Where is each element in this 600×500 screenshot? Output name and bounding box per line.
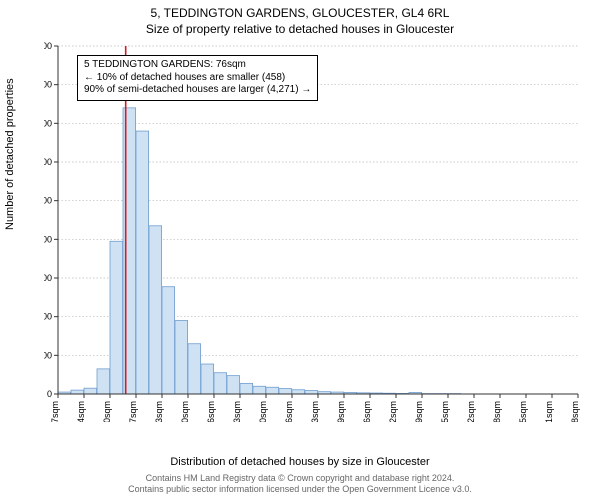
annotation-line1: 5 TEDDINGTON GARDENS: 76sqm [84, 59, 311, 72]
bar [201, 364, 214, 394]
bar [266, 387, 279, 394]
bar [240, 383, 253, 394]
svg-text:538sqm: 538sqm [570, 401, 580, 422]
svg-text:1800: 1800 [44, 42, 52, 51]
title-sub: Size of property relative to detached ho… [0, 20, 600, 36]
svg-text:485sqm: 485sqm [518, 401, 528, 422]
bar [214, 373, 227, 394]
bar [227, 376, 240, 394]
svg-text:60sqm: 60sqm [102, 401, 112, 422]
bar [136, 131, 149, 394]
x-axis-label: Distribution of detached houses by size … [0, 456, 600, 468]
bar [123, 108, 136, 394]
svg-text:113sqm: 113sqm [154, 401, 164, 422]
bar [279, 389, 292, 394]
license-text: Contains HM Land Registry data © Crown c… [0, 473, 600, 496]
svg-text:246sqm: 246sqm [284, 401, 294, 422]
svg-text:200: 200 [44, 350, 52, 360]
license-line2: Contains public sector information licen… [0, 484, 600, 496]
svg-text:299sqm: 299sqm [336, 401, 346, 422]
bar [97, 369, 110, 394]
svg-text:405sqm: 405sqm [440, 401, 450, 422]
svg-text:1200: 1200 [44, 157, 52, 167]
svg-text:432sqm: 432sqm [466, 401, 476, 422]
svg-text:326sqm: 326sqm [362, 401, 372, 422]
y-axis-label: Number of detached properties [4, 78, 16, 230]
svg-text:166sqm: 166sqm [206, 401, 216, 422]
svg-text:273sqm: 273sqm [310, 401, 320, 422]
annotation-box: 5 TEDDINGTON GARDENS: 76sqm ← 10% of det… [77, 55, 318, 101]
bar [162, 287, 175, 394]
svg-text:7sqm: 7sqm [50, 401, 60, 422]
annotation-line3: 90% of semi-detached houses are larger (… [84, 84, 311, 97]
annotation-line2: ← 10% of detached houses are smaller (45… [84, 72, 311, 85]
svg-text:800: 800 [44, 234, 52, 244]
bar [84, 388, 97, 394]
svg-text:0: 0 [47, 389, 52, 399]
bar [188, 344, 201, 394]
bar [305, 391, 318, 394]
svg-text:352sqm: 352sqm [388, 401, 398, 422]
svg-text:140sqm: 140sqm [180, 401, 190, 422]
svg-text:1000: 1000 [44, 196, 52, 206]
title-main: 5, TEDDINGTON GARDENS, GLOUCESTER, GL4 6… [0, 0, 600, 20]
svg-text:400: 400 [44, 312, 52, 322]
svg-text:220sqm: 220sqm [258, 401, 268, 422]
bar [292, 390, 305, 394]
svg-text:458sqm: 458sqm [492, 401, 502, 422]
svg-text:1400: 1400 [44, 118, 52, 128]
bar [110, 241, 123, 394]
svg-text:193sqm: 193sqm [232, 401, 242, 422]
svg-text:87sqm: 87sqm [128, 401, 138, 422]
svg-text:1600: 1600 [44, 80, 52, 90]
svg-text:600: 600 [44, 273, 52, 283]
svg-text:379sqm: 379sqm [414, 401, 424, 422]
license-line1: Contains HM Land Registry data © Crown c… [0, 473, 600, 485]
bar [149, 226, 162, 394]
svg-text:511sqm: 511sqm [544, 401, 554, 422]
svg-text:34sqm: 34sqm [76, 401, 86, 422]
bar [253, 386, 266, 394]
bar [71, 390, 84, 394]
chart-container: 5, TEDDINGTON GARDENS, GLOUCESTER, GL4 6… [0, 0, 600, 500]
bar [175, 321, 188, 394]
